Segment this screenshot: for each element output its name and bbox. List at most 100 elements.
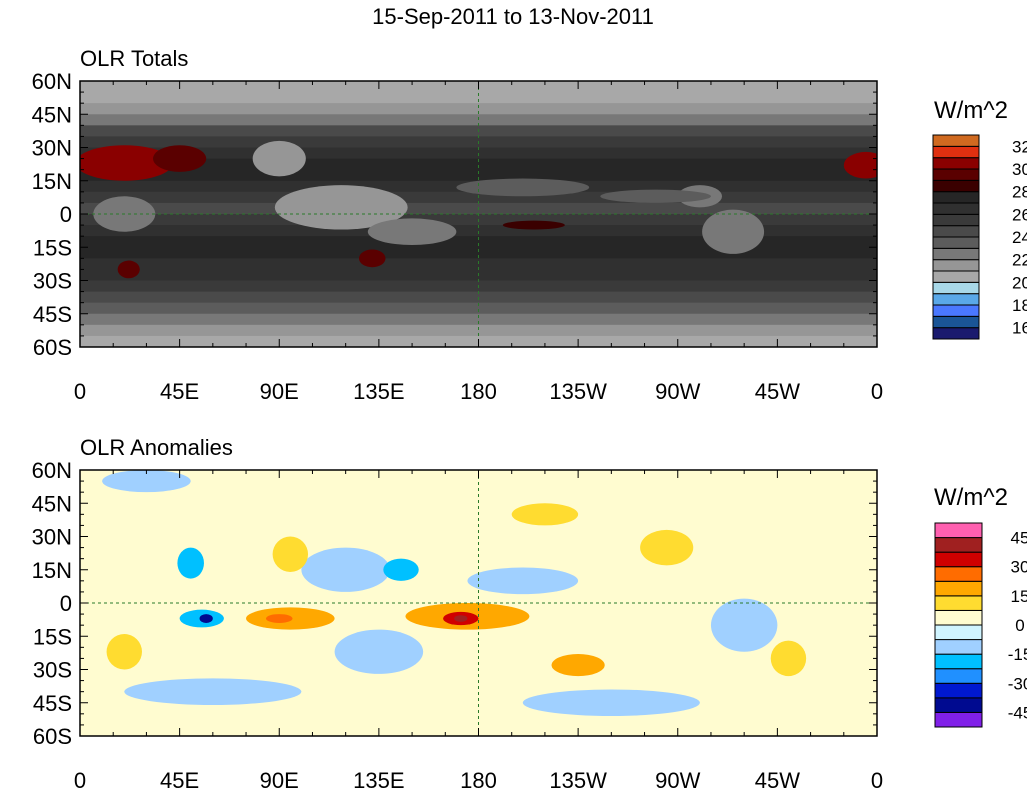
contour-region [454,615,468,622]
contour-region [770,640,807,677]
contour-region [199,614,213,623]
lat-band [80,247,877,259]
y-tick-label: 60N [32,69,72,94]
colorbar-box [932,157,980,170]
totals-units: W/m^2 [934,97,1008,124]
x-tick-label: 135W [549,768,607,788]
colorbar-box [934,682,983,699]
colorbar-box [932,191,980,204]
lat-band [80,169,877,182]
colorbar-box [932,270,980,283]
x-tick-label: 45E [160,379,199,404]
lat-band [80,313,877,326]
colorbar-label: 180 [1012,296,1027,315]
colorbar-box [934,624,983,641]
totals-title: OLR Totals [80,46,188,71]
contour-region [117,260,140,279]
x-tick-label: 0 [74,379,86,404]
colorbar-box [932,304,980,317]
colorbar-label: 45 [1011,529,1027,548]
colorbar-label: -30 [1008,674,1027,693]
colorbar-box [932,213,980,227]
lat-band [80,302,877,315]
anomalies-panel: 0 45E 90E 135E 180 135W 90W 45W 0 60N 45N 30N 15N 0 15… [32,458,1027,788]
x-tick-label: 0 [871,768,883,788]
map-field [80,470,877,736]
contour-region [383,558,419,581]
colorbar-box [932,145,980,159]
y-tick-label: 45N [32,102,72,127]
contour-region [265,614,293,623]
y-tick-label: 30S [33,658,72,683]
contour-region [358,249,386,268]
x-tick-label: 0 [871,379,883,404]
y-tick-label: 45S [33,691,72,716]
contour-region [456,178,590,197]
lat-band [80,258,877,270]
y-tick-label: 60S [33,335,72,360]
contour-region [702,209,765,254]
y-tick-label: 15S [33,624,72,649]
colorbar-box [932,247,980,261]
colorbar-box [932,168,980,181]
colorbar-box [934,595,983,611]
x-tick-label: 135E [353,768,404,788]
contour-region [843,151,877,179]
x-tick-label: 45W [755,379,800,404]
colorbar-box [934,711,983,728]
colorbar-label: 320 [1012,137,1027,156]
map-field [80,81,877,347]
lat-band [80,114,877,126]
x-tick-label: 180 [460,768,497,788]
contour-region [102,470,191,493]
colorbar-label: 0 [1015,616,1024,635]
colorbar-box [932,134,980,147]
contour-region [640,529,694,566]
colorbar-label: 30 [1011,558,1027,577]
colorbar-box [934,639,983,655]
contour-region [177,547,204,579]
colorbar-box [934,697,983,713]
contour-region [522,689,700,717]
contour-region [551,653,605,677]
colorbar-box [934,580,983,597]
contour-region [124,678,302,705]
colorbar-box [934,668,983,684]
colorbar-box [932,327,980,340]
y-tick-label: 30N [32,136,72,161]
contour-region [502,220,565,230]
colorbar-box [932,202,980,215]
x-tick-label: 0 [74,768,86,788]
colorbar-label: 200 [1012,273,1027,292]
y-tick-label: 30S [33,269,72,294]
lat-band [80,324,877,337]
colorbar-label: -15 [1008,645,1027,664]
colorbar-box [932,315,980,329]
x-tick-label: 135E [353,379,404,404]
x-tick-label: 90E [260,379,299,404]
contour-region [511,503,579,526]
colorbar-box [932,236,980,249]
colorbar-label: 220 [1012,251,1027,270]
lat-band [80,158,877,171]
colorbar-box [932,293,980,306]
colorbar-box [932,259,980,272]
figure-title: 15-Sep-2011 to 13-Nov-2011 [372,4,654,29]
y-tick-label: 15S [33,235,72,260]
colorbar-box [934,522,983,539]
colorbar-box [934,566,983,582]
y-tick-label: 15N [32,169,72,194]
contour-region [274,185,408,230]
contour-region [367,218,457,246]
contour-region [252,140,306,177]
x-tick-label: 90E [260,768,299,788]
x-tick-label: 90W [655,379,700,404]
totals-panel: 0 45E 90E 135E 180 135W 90W 45W 0 60N 45N 30N 15N 0 15… [32,69,1027,404]
colorbar-box [932,281,980,295]
colorbar-label: 15 [1011,587,1027,606]
colorbar-box [934,653,983,670]
colorbar-label: 160 [1012,319,1027,338]
x-tick-label: 45W [755,768,800,788]
